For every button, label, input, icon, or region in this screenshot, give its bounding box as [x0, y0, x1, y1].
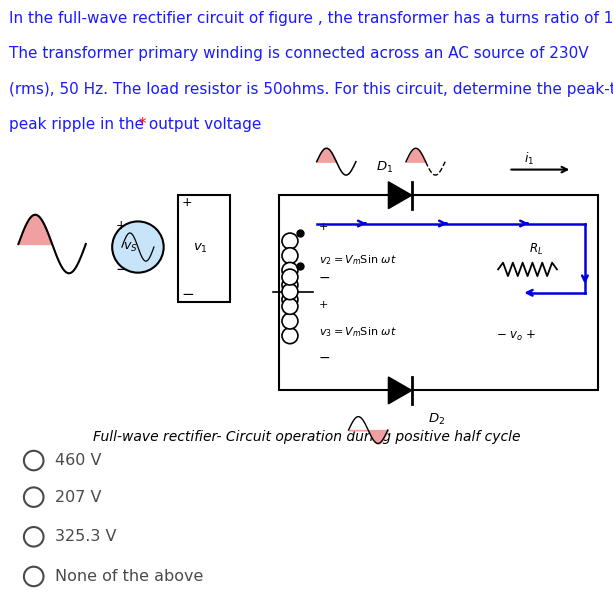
Text: $D_2$: $D_2$ [428, 412, 445, 427]
Circle shape [282, 292, 298, 307]
Text: Full-wave rectifier- Circuit operation during positive half cycle: Full-wave rectifier- Circuit operation d… [93, 430, 520, 444]
Text: $v_2 = V_m$Sin $\omega t$: $v_2 = V_m$Sin $\omega t$ [319, 253, 397, 267]
Circle shape [24, 567, 44, 586]
Circle shape [282, 328, 298, 343]
Text: −: − [181, 287, 194, 301]
Text: +: + [115, 218, 126, 232]
Text: 460 V: 460 V [55, 453, 102, 468]
Text: (rms), 50 Hz. The load resistor is 50ohms. For this circuit, determine the peak-: (rms), 50 Hz. The load resistor is 50ohm… [9, 82, 613, 97]
Circle shape [282, 284, 298, 300]
Circle shape [282, 262, 298, 278]
Text: $v_1$: $v_1$ [193, 242, 208, 256]
Circle shape [282, 298, 298, 314]
Text: $R_L$: $R_L$ [530, 242, 544, 257]
Circle shape [282, 313, 298, 329]
Circle shape [282, 269, 298, 285]
Polygon shape [389, 377, 412, 404]
Circle shape [282, 248, 298, 264]
Text: $D_1$: $D_1$ [376, 160, 393, 175]
Bar [279, 195, 598, 390]
Text: 207 V: 207 V [55, 490, 102, 504]
Text: +: + [319, 300, 328, 309]
Bar [178, 195, 230, 302]
Text: −: − [319, 351, 330, 365]
Text: *: * [134, 117, 146, 132]
Text: The transformer primary winding is connected across an AC source of 230V: The transformer primary winding is conne… [9, 46, 589, 62]
Text: −: − [115, 262, 128, 277]
Text: $-$ $v_o$ $+$: $-$ $v_o$ $+$ [496, 329, 536, 343]
Circle shape [24, 487, 44, 507]
Circle shape [282, 233, 298, 249]
Text: None of the above: None of the above [55, 569, 204, 584]
Polygon shape [389, 182, 412, 209]
Text: +: + [181, 196, 192, 209]
Text: +: + [319, 223, 328, 232]
Text: peak ripple in the output voltage: peak ripple in the output voltage [9, 117, 262, 132]
Circle shape [24, 527, 44, 547]
Text: In the full-wave rectifier circuit of figure , the transformer has a turns ratio: In the full-wave rectifier circuit of fi… [9, 11, 613, 26]
Circle shape [282, 277, 298, 293]
Text: $i_1$: $i_1$ [524, 151, 534, 167]
Text: 325.3 V: 325.3 V [55, 529, 116, 544]
Text: $v_S$: $v_S$ [123, 240, 137, 254]
Text: $v_3 = V_m$Sin $\omega t$: $v_3 = V_m$Sin $\omega t$ [319, 325, 397, 339]
Text: −: − [319, 271, 330, 285]
Circle shape [24, 451, 44, 470]
Circle shape [112, 221, 164, 273]
